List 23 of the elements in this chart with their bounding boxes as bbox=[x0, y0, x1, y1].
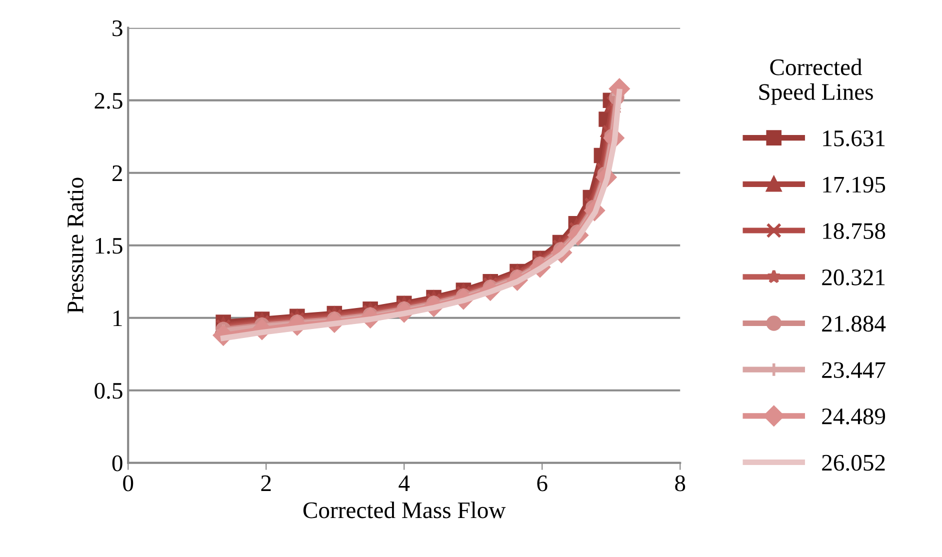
y-tick-label: 0 bbox=[112, 455, 122, 472]
y-tick-label: 2.5 bbox=[94, 92, 122, 109]
legend-label: 20.321 bbox=[822, 269, 885, 286]
legend-label: 18.758 bbox=[823, 223, 886, 240]
y-tick-label: 1 bbox=[114, 310, 122, 326]
x-axis-title: Corrected Mass Flow bbox=[303, 502, 506, 518]
x-tick-label: 2 bbox=[261, 475, 271, 492]
y-tick-label: 2 bbox=[112, 165, 122, 182]
legend-label: 24.489 bbox=[822, 408, 886, 425]
legend-label: 23.447 bbox=[822, 362, 886, 378]
x-tick-label: 0 bbox=[123, 475, 134, 492]
legend-label: 17.195 bbox=[823, 176, 886, 193]
legend-label: 15.631 bbox=[823, 130, 885, 146]
y-axis-title: Pressure Ratio bbox=[68, 178, 84, 314]
legend-label: 21.884 bbox=[822, 316, 886, 332]
x-tick-label: 4 bbox=[398, 476, 410, 492]
legend-label: 26.052 bbox=[822, 454, 885, 471]
y-tick-label: 3 bbox=[112, 20, 122, 36]
x-tick-label: 6 bbox=[537, 475, 548, 492]
y-tick-label: 1.5 bbox=[96, 238, 122, 254]
x-tick-label: 8 bbox=[675, 475, 686, 492]
y-tick-label: 0.5 bbox=[94, 382, 122, 399]
legend-title: Corrected Speed Lines bbox=[759, 58, 873, 105]
